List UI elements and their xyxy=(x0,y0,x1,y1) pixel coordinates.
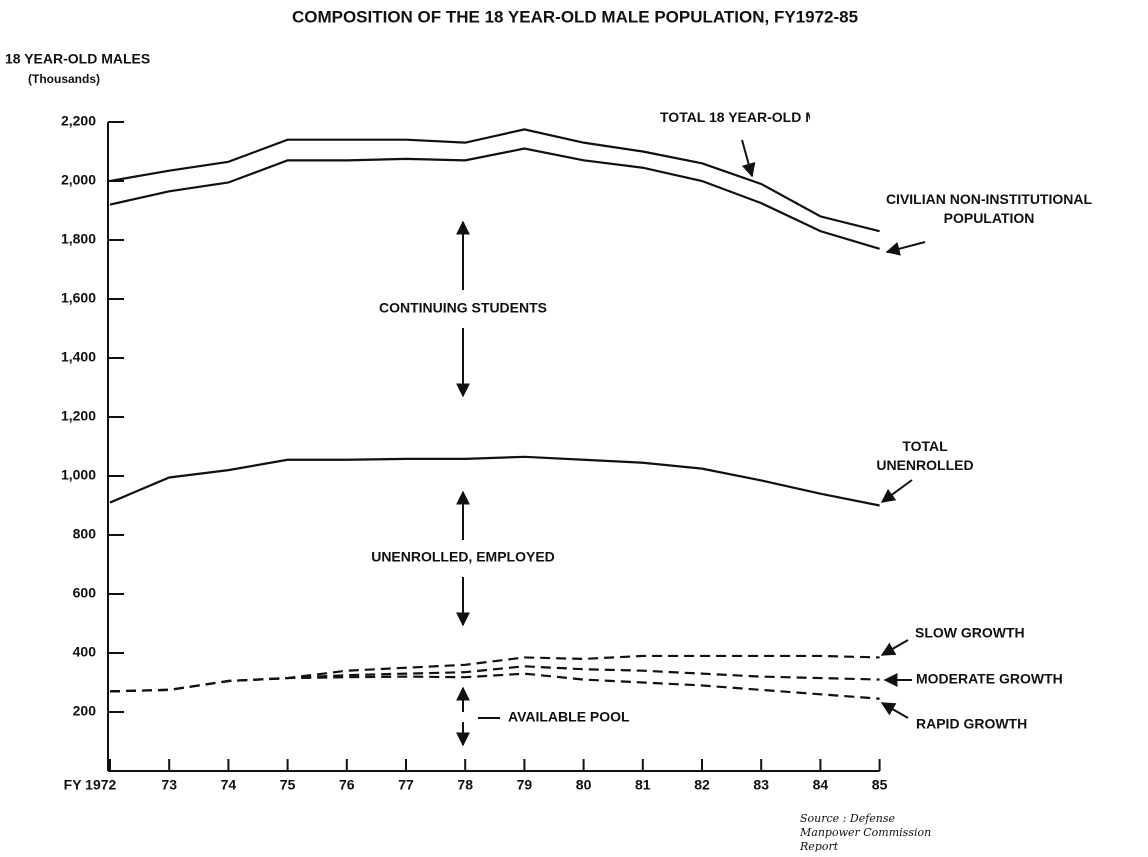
x-tick-label: 76 xyxy=(339,777,355,793)
y-tick-label: 800 xyxy=(73,526,97,542)
series-label: TOTAL UNENROLLED xyxy=(876,438,974,473)
source: Source : Defense Manpower Commission Rep… xyxy=(800,812,932,852)
y-tick-label: 1,200 xyxy=(61,408,96,424)
series-label-box: TOTAL 18 YEAR-OLD MALES xyxy=(660,109,810,125)
x-tick-label: 84 xyxy=(813,777,829,793)
y-tick-label: 1,000 xyxy=(61,467,96,483)
y-tick-label: 600 xyxy=(73,585,97,601)
y-axis-unit: (Thousands) xyxy=(28,72,100,86)
source-box: Source : Defense Manpower Commission Rep… xyxy=(800,812,932,852)
series-label: SLOW GROWTH xyxy=(915,625,1025,641)
x-tick-label: 81 xyxy=(635,777,651,793)
series-label-box: CIVILIAN NON-INSTITUTIONAL POPULATION xyxy=(885,191,1093,226)
x-tick-label: 83 xyxy=(753,777,769,793)
series-line xyxy=(109,128,880,233)
series-label-box: TOTAL UNENROLLED xyxy=(876,438,974,473)
annotation: UNENROLLED, EMPLOYED xyxy=(371,549,555,565)
series-line xyxy=(109,147,880,250)
series-line xyxy=(109,672,880,700)
x-tick-label: 77 xyxy=(398,777,414,793)
y-tick-label: 1,800 xyxy=(61,231,96,247)
x-tick-label: 82 xyxy=(694,777,710,793)
x-tick-label: FY 1972 xyxy=(64,777,117,793)
series-label: TOTAL 18 YEAR-OLD MALES xyxy=(660,109,810,125)
region-arrows xyxy=(456,139,926,747)
series-line xyxy=(109,654,880,693)
x-tick-label: 73 xyxy=(161,777,177,793)
series-line xyxy=(109,665,880,693)
x-tick-label: 85 xyxy=(872,777,888,793)
x-tick-label: 80 xyxy=(576,777,592,793)
y-tick-label: 1,600 xyxy=(61,290,96,306)
x-tick-label: 79 xyxy=(517,777,533,793)
series-label: MODERATE GROWTH xyxy=(916,671,1063,687)
y-tick-label: 400 xyxy=(73,644,97,660)
x-tick-label: 74 xyxy=(221,777,237,793)
y-tick-label: 2,200 xyxy=(61,113,96,129)
y-tick-label: 1,400 xyxy=(61,349,96,365)
y-tick-label: 200 xyxy=(73,703,97,719)
y-tick-label: 2,000 xyxy=(61,172,96,188)
chart-title: COMPOSITION OF THE 18 YEAR-OLD MALE POPU… xyxy=(292,7,858,26)
x-tick-label: 78 xyxy=(457,777,473,793)
annotation: AVAILABLE POOL xyxy=(508,709,630,725)
series-label: RAPID GROWTH xyxy=(916,716,1027,732)
annotation: CONTINUING STUDENTS xyxy=(379,300,547,316)
series-line xyxy=(109,455,880,507)
series-label: CIVILIAN NON-INSTITUTIONAL POPULATION xyxy=(885,191,1093,226)
x-tick-label: 75 xyxy=(280,777,296,793)
y-axis-label: 18 YEAR-OLD MALES xyxy=(5,51,150,67)
